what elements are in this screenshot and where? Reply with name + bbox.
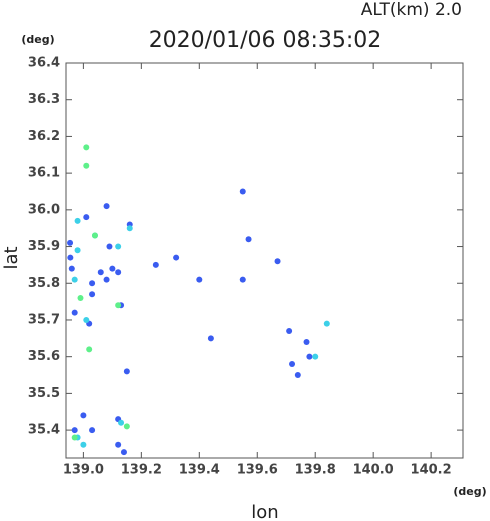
data-point: [103, 203, 110, 210]
data-point: [294, 372, 301, 379]
x-tick-label: 139.4: [179, 463, 220, 478]
data-point: [83, 316, 90, 323]
y-tick-label: 35.6: [28, 349, 60, 364]
x-tick-label: 139.0: [63, 463, 104, 478]
x-axis-label: lon: [251, 502, 278, 521]
x-tick-label: 139.8: [295, 463, 336, 478]
data-point: [77, 294, 84, 301]
altitude-label: ALT(km) 2.0: [361, 0, 462, 20]
data-point: [173, 254, 180, 261]
data-point: [80, 441, 87, 448]
data-point: [71, 427, 78, 434]
data-point: [118, 419, 125, 426]
data-point: [239, 276, 246, 283]
data-point: [312, 353, 319, 360]
data-point: [115, 269, 122, 276]
plot-frame: [65, 62, 464, 459]
data-point: [115, 441, 122, 448]
y-axis-label: lat: [1, 246, 22, 269]
data-point: [71, 276, 78, 283]
x-tick-label: 140.0: [353, 463, 394, 478]
data-point: [71, 309, 78, 316]
data-point: [106, 243, 113, 250]
data-point: [152, 261, 159, 268]
data-point: [306, 353, 313, 360]
data-point: [86, 346, 93, 353]
x-tick-label: 140.2: [411, 463, 452, 478]
y-tick-label: 36.3: [28, 92, 60, 107]
data-point: [109, 265, 116, 272]
data-point: [67, 254, 74, 261]
y-tick-label: 36.1: [28, 166, 60, 181]
data-point: [123, 368, 130, 375]
data-point: [80, 412, 87, 419]
data-point: [89, 291, 96, 298]
data-point: [89, 280, 96, 287]
data-point: [74, 247, 81, 254]
y-tick-label: 36.2: [28, 129, 60, 144]
y-tick-label: 35.4: [28, 423, 60, 438]
y-tick-label: 36.4: [28, 56, 60, 71]
data-point: [91, 232, 98, 239]
data-point: [103, 276, 110, 283]
data-point: [303, 338, 310, 345]
data-point: [68, 265, 75, 272]
y-unit: (deg): [21, 33, 54, 46]
data-point: [274, 258, 281, 265]
data-point: [115, 243, 122, 250]
data-point: [83, 214, 90, 221]
data-point: [83, 144, 90, 151]
data-point: [196, 276, 203, 283]
data-point: [89, 427, 96, 434]
chart-title: 2020/01/06 08:35:02: [149, 28, 382, 53]
data-point: [71, 434, 78, 441]
x-tick-label: 139.2: [121, 463, 162, 478]
data-point: [286, 327, 293, 334]
y-tick-label: 36.0: [28, 202, 60, 217]
data-point: [115, 302, 122, 309]
data-point: [207, 335, 214, 342]
y-tick-label: 35.8: [28, 276, 60, 291]
data-point: [323, 320, 330, 327]
data-point: [123, 423, 130, 430]
x-tick-label: 139.6: [237, 463, 278, 478]
data-point: [83, 162, 90, 169]
y-tick-label: 35.7: [28, 312, 60, 327]
data-point: [67, 239, 74, 246]
data-point: [289, 361, 296, 368]
data-point: [239, 188, 246, 195]
y-tick-label: 35.9: [28, 239, 60, 254]
data-point: [120, 449, 127, 456]
y-tick-label: 35.5: [28, 386, 60, 401]
data-point: [97, 269, 104, 276]
x-unit: (deg): [453, 485, 486, 498]
data-point: [74, 217, 81, 224]
data-point: [245, 236, 252, 243]
data-point: [126, 225, 133, 232]
